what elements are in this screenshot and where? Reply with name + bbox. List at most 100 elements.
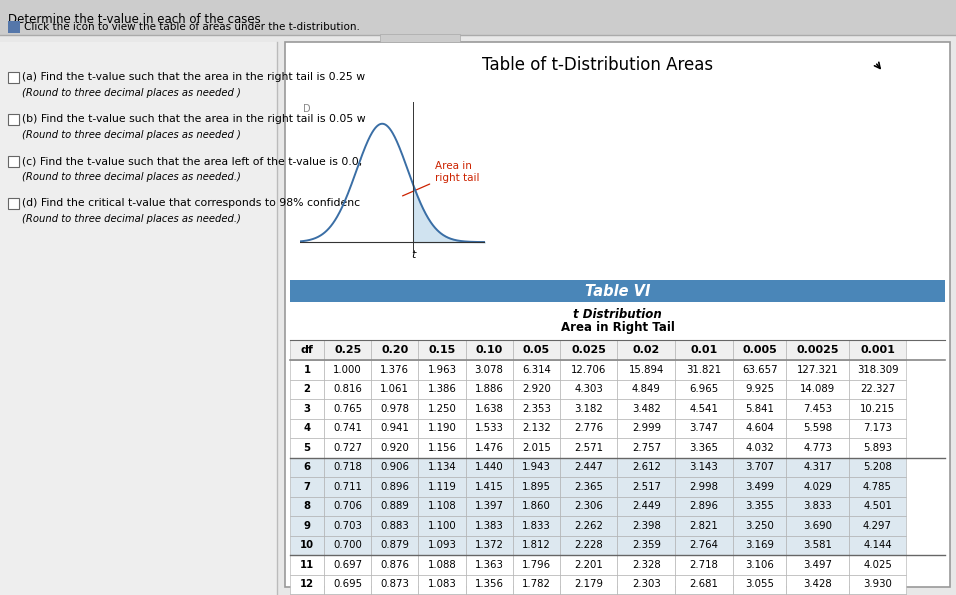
Text: 1.886: 1.886: [475, 384, 504, 394]
Bar: [324, 418, 371, 438]
Bar: [618, 555, 675, 575]
Text: 1.860: 1.860: [522, 501, 551, 511]
Text: 7: 7: [304, 482, 311, 491]
Text: 3.833: 3.833: [804, 501, 833, 511]
Text: 4.032: 4.032: [746, 443, 774, 453]
Text: 318.309: 318.309: [857, 365, 899, 375]
Text: 31.821: 31.821: [686, 365, 722, 375]
Bar: [419, 360, 466, 380]
Text: 0.889: 0.889: [380, 501, 409, 511]
Bar: [675, 575, 733, 594]
Text: 0.711: 0.711: [334, 482, 362, 491]
Bar: [618, 418, 675, 438]
Text: 6.965: 6.965: [689, 384, 719, 394]
Bar: [618, 594, 675, 595]
Text: 2.262: 2.262: [575, 521, 603, 531]
Text: 2.517: 2.517: [632, 482, 661, 491]
Bar: [0, 42, 277, 595]
Text: 4.773: 4.773: [803, 443, 833, 453]
Text: 0.879: 0.879: [380, 540, 409, 550]
Bar: [419, 340, 466, 360]
Bar: [849, 477, 905, 496]
Bar: [849, 340, 905, 360]
Bar: [8, 114, 19, 125]
Bar: [618, 516, 675, 536]
Text: 3.143: 3.143: [689, 462, 718, 472]
Text: 2.612: 2.612: [632, 462, 661, 472]
Text: 3.250: 3.250: [745, 521, 774, 531]
Text: Table of t-Distribution Areas: Table of t-Distribution Areas: [482, 56, 713, 74]
Text: 1.638: 1.638: [475, 404, 504, 414]
Text: 1.386: 1.386: [427, 384, 456, 394]
Text: 2.398: 2.398: [632, 521, 661, 531]
Bar: [560, 536, 618, 555]
Bar: [675, 380, 733, 399]
Text: 4.029: 4.029: [803, 482, 833, 491]
Bar: [787, 516, 849, 536]
Text: df: df: [300, 345, 314, 355]
Text: 2.359: 2.359: [632, 540, 661, 550]
Text: Table VI: Table VI: [585, 283, 650, 299]
Text: 2.776: 2.776: [575, 423, 603, 433]
Bar: [618, 575, 675, 594]
Bar: [512, 360, 560, 380]
Text: 1.383: 1.383: [475, 521, 504, 531]
Bar: [419, 380, 466, 399]
Bar: [787, 438, 849, 458]
Bar: [324, 496, 371, 516]
Text: 1.108: 1.108: [427, 501, 456, 511]
Text: t: t: [411, 250, 415, 261]
Bar: [324, 340, 371, 360]
Bar: [849, 438, 905, 458]
Bar: [618, 399, 675, 418]
Text: 3.182: 3.182: [575, 404, 603, 414]
Bar: [512, 575, 560, 594]
Bar: [512, 418, 560, 438]
Bar: [466, 438, 512, 458]
Bar: [560, 594, 618, 595]
Text: 1.250: 1.250: [427, 404, 456, 414]
Text: 3.690: 3.690: [803, 521, 833, 531]
Text: 3.169: 3.169: [745, 540, 774, 550]
Bar: [560, 418, 618, 438]
Bar: [419, 536, 466, 555]
Bar: [512, 438, 560, 458]
Text: Area in
right tail: Area in right tail: [402, 161, 480, 196]
Text: 2.447: 2.447: [575, 462, 603, 472]
Text: 0.906: 0.906: [380, 462, 409, 472]
Text: 1.156: 1.156: [427, 443, 456, 453]
Bar: [290, 496, 324, 516]
Text: 2.920: 2.920: [522, 384, 551, 394]
Bar: [371, 340, 419, 360]
Bar: [466, 594, 512, 595]
Bar: [787, 399, 849, 418]
Bar: [371, 536, 419, 555]
Text: 4.317: 4.317: [803, 462, 833, 472]
Bar: [733, 380, 787, 399]
Text: (Round to three decimal places as needed ): (Round to three decimal places as needed…: [22, 130, 241, 140]
Text: 1.093: 1.093: [427, 540, 456, 550]
Text: 1.782: 1.782: [522, 580, 551, 589]
Bar: [560, 516, 618, 536]
Text: 4.303: 4.303: [575, 384, 603, 394]
Text: 0.896: 0.896: [380, 482, 409, 491]
Bar: [733, 360, 787, 380]
Bar: [290, 477, 324, 496]
Text: 1.440: 1.440: [475, 462, 504, 472]
Bar: [290, 594, 324, 595]
Bar: [371, 360, 419, 380]
Text: 0.02: 0.02: [633, 345, 660, 355]
Text: t Distribution: t Distribution: [574, 308, 662, 321]
Text: 1.190: 1.190: [427, 423, 456, 433]
Text: 2.179: 2.179: [575, 580, 603, 589]
Bar: [371, 594, 419, 595]
Text: 0.706: 0.706: [333, 501, 362, 511]
Text: 4: 4: [303, 423, 311, 433]
Bar: [512, 399, 560, 418]
Text: 3.499: 3.499: [745, 482, 774, 491]
Bar: [512, 380, 560, 399]
Bar: [733, 458, 787, 477]
Bar: [8, 156, 19, 167]
Text: 2.015: 2.015: [522, 443, 551, 453]
Text: 1.895: 1.895: [522, 482, 551, 491]
